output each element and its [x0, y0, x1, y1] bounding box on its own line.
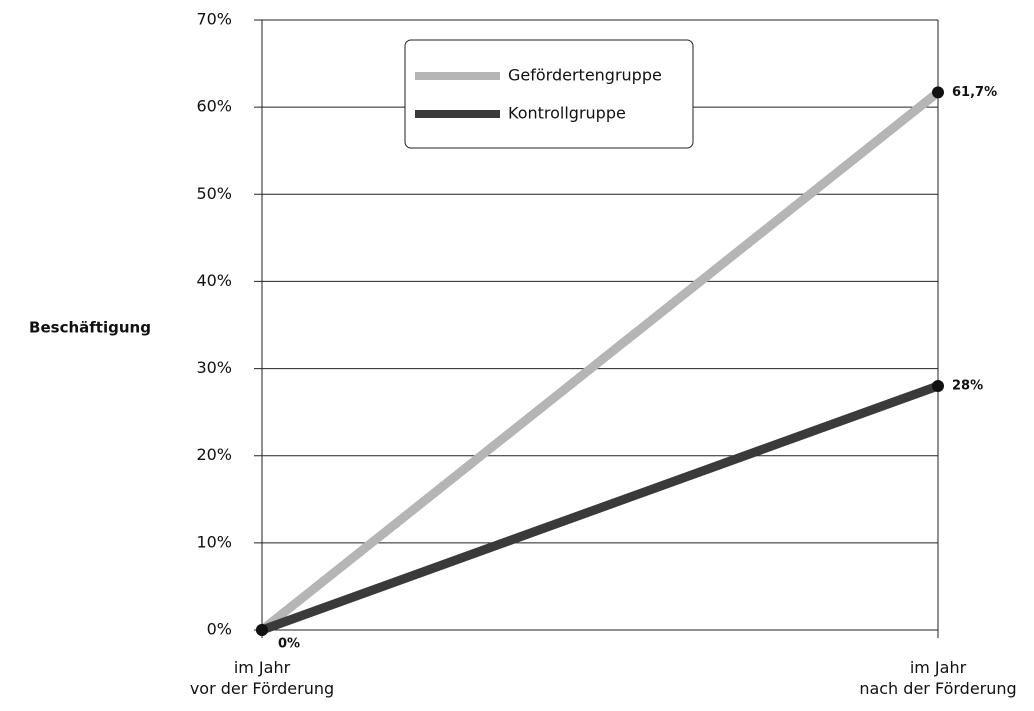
y-tick-label: 10% — [196, 532, 232, 551]
x-tick-label: im Jahr nach der Förderung — [859, 658, 1016, 698]
y-tick-label: 40% — [196, 271, 232, 290]
point — [932, 86, 944, 99]
series-line — [259, 88, 941, 634]
point — [256, 624, 268, 636]
y-tick-label: 20% — [196, 445, 232, 464]
y-tick-label: 30% — [196, 358, 232, 377]
data-label: 0% — [278, 637, 300, 652]
y-tick-label: 70% — [196, 10, 232, 29]
y-tick-label: 60% — [196, 97, 232, 116]
legend-box — [404, 39, 694, 149]
data-label: 61,7% — [952, 85, 997, 100]
data-label: 28% — [952, 379, 983, 394]
legend-label: Gefördertengruppe — [508, 66, 662, 85]
y-axis-label: Beschäftigung — [29, 319, 151, 337]
y-tick-label: 50% — [196, 184, 232, 203]
point — [932, 380, 944, 392]
series-line — [260, 381, 940, 635]
y-tick-label: 0% — [207, 620, 232, 639]
legend-label: Kontrollgruppe — [508, 104, 626, 123]
x-tick-label: im Jahr vor der Förderung — [190, 658, 334, 698]
